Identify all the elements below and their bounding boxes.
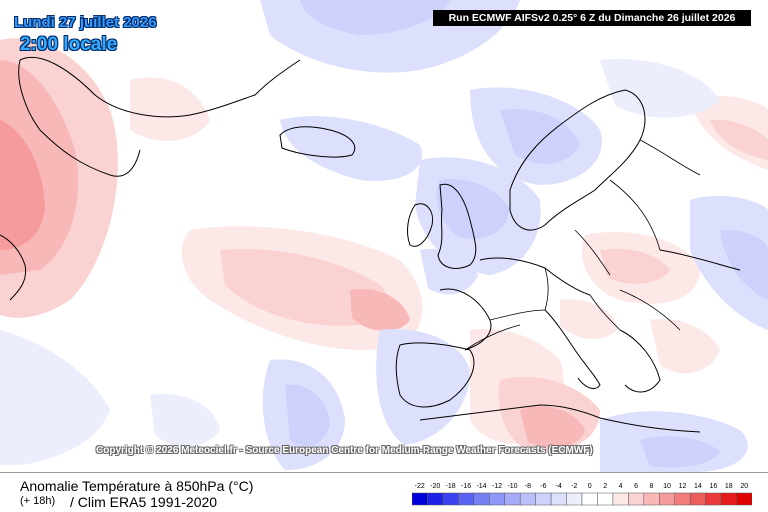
lead-time: (+ 18h) bbox=[20, 495, 56, 507]
legend-swatch bbox=[689, 492, 706, 506]
legend-swatch bbox=[628, 492, 645, 506]
legend-tick-label: 2 bbox=[603, 483, 607, 490]
legend-tick-label: 6 bbox=[634, 483, 638, 490]
coastlines bbox=[0, 56, 741, 433]
italy-coast bbox=[544, 309, 601, 389]
greenland-coast bbox=[19, 56, 301, 118]
legend-swatch bbox=[473, 492, 490, 506]
legend-tick-label: 12 bbox=[679, 483, 687, 490]
legend-tick-label: -8 bbox=[525, 483, 531, 490]
ireland-coast bbox=[407, 203, 434, 247]
legend-tick-label: -12 bbox=[492, 483, 502, 490]
legend-tick-label: 16 bbox=[710, 483, 718, 490]
parameter-title: Anomalie Température à 850hPa (°C) bbox=[20, 478, 254, 494]
legend-swatch bbox=[597, 492, 614, 506]
legend-swatch bbox=[427, 492, 444, 506]
local-time: 2:00 locale bbox=[20, 34, 118, 55]
iceland-coast bbox=[279, 126, 356, 158]
balkans-coast bbox=[619, 329, 661, 393]
north-africa-coast bbox=[419, 404, 701, 433]
country-borders bbox=[464, 139, 701, 351]
legend-tick-label: -2 bbox=[571, 483, 577, 490]
legend-tick-label: 14 bbox=[694, 483, 702, 490]
north-sea-coast bbox=[479, 257, 591, 296]
labrador-coast bbox=[0, 234, 27, 301]
map-footer: Anomalie Température à 850hPa (°C) (+ 18… bbox=[0, 472, 768, 512]
scandinavia-coast bbox=[509, 89, 646, 231]
legend-swatch bbox=[535, 492, 552, 506]
legend-swatch bbox=[736, 492, 752, 506]
legend-tick-label: 10 bbox=[663, 483, 671, 490]
color-scale-legend: -22 -20 -18 -16 -14 -12 -10 -8 -6 -4 -2 0 2 4 6 8 10 12 14… bbox=[412, 483, 752, 506]
legend-swatch bbox=[550, 492, 567, 506]
legend-swatch bbox=[504, 492, 521, 506]
legend-swatch bbox=[442, 492, 459, 506]
legend-swatch bbox=[581, 492, 598, 506]
legend-tick-label: 18 bbox=[725, 483, 733, 490]
legend-tick-label: 8 bbox=[650, 483, 654, 490]
legend-swatch bbox=[458, 492, 475, 506]
legend-tick-label: -20 bbox=[430, 483, 440, 490]
legend-swatch bbox=[643, 492, 660, 506]
legend-swatch bbox=[412, 492, 428, 506]
legend-swatch bbox=[720, 492, 737, 506]
legend-swatch bbox=[519, 492, 536, 506]
cold-anomaly-areas bbox=[0, 0, 768, 472]
greenland-south-coast bbox=[18, 59, 141, 177]
legend-tick-label: -22 bbox=[415, 483, 425, 490]
legend-tick-label: -18 bbox=[446, 483, 456, 490]
legend-tick-label: -10 bbox=[507, 483, 517, 490]
iberia-coast bbox=[395, 342, 475, 408]
france-coast bbox=[439, 288, 492, 351]
legend-swatch bbox=[705, 492, 722, 506]
legend-swatch bbox=[659, 492, 676, 506]
legend-swatch bbox=[566, 492, 583, 506]
legend-swatch bbox=[612, 492, 629, 506]
legend-swatch bbox=[674, 492, 691, 506]
legend-tick-label: -4 bbox=[556, 483, 562, 490]
legend-tick-label: -6 bbox=[540, 483, 546, 490]
legend-tick-label: -14 bbox=[476, 483, 486, 490]
black-sea-coast bbox=[659, 249, 741, 271]
climatology-reference: / Clim ERA5 1991-2020 bbox=[70, 494, 218, 510]
legend-swatch bbox=[489, 492, 506, 506]
legend-tick-label: 20 bbox=[740, 483, 748, 490]
legend-tick-label: -16 bbox=[461, 483, 471, 490]
run-info-banner: Run ECMWF AIFSv2 0.25° 6 Z du Dimanche 2… bbox=[433, 10, 751, 26]
anomaly-map bbox=[0, 0, 768, 472]
copyright-notice: Copyright © 2026 Meteociel.fr - Source E… bbox=[96, 445, 593, 456]
forecast-date: Lundi 27 juillet 2026 bbox=[14, 14, 157, 31]
legend-tick-label: 4 bbox=[619, 483, 623, 490]
legend-tick-label: 0 bbox=[588, 483, 592, 490]
britain-coast bbox=[437, 183, 477, 269]
warm-anomaly-areas bbox=[0, 38, 768, 453]
